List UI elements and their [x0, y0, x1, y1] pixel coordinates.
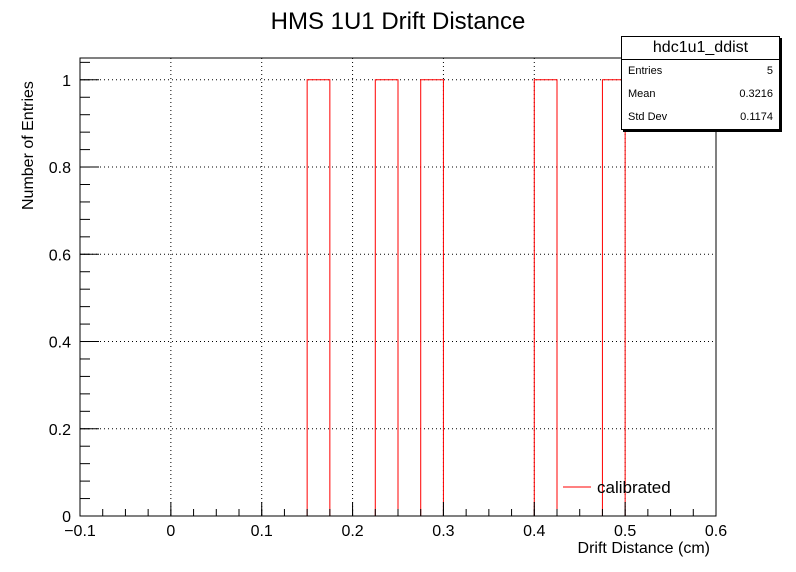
y-tick-label: 0 — [62, 509, 71, 526]
stats-value: 0.3216 — [739, 88, 773, 100]
histogram-bar — [306, 79, 331, 516]
stats-label: Mean — [628, 88, 656, 100]
y-tick-label: 0.4 — [49, 335, 71, 352]
y-tick-label: 0.8 — [49, 160, 71, 177]
stats-label: Std Dev — [628, 111, 668, 123]
y-axis-label: Number of Entries — [20, 81, 37, 210]
histogram-bar — [533, 79, 558, 516]
x-tick-label: 0.4 — [523, 523, 545, 540]
legend-label: calibrated — [597, 478, 671, 497]
legend: calibrated — [563, 478, 671, 497]
x-tick-label: 0.6 — [705, 523, 727, 540]
histogram-bars — [306, 79, 626, 516]
y-tick-label: 1 — [62, 73, 71, 90]
stats-row-mean: Mean 0.3216 — [622, 83, 779, 106]
chart-title: HMS 1U1 Drift Distance — [271, 8, 526, 35]
x-tick-label: 0.3 — [432, 523, 454, 540]
x-tick-label: 0.1 — [251, 523, 273, 540]
x-tick-label: −0.1 — [64, 523, 96, 540]
stats-value: 5 — [766, 65, 773, 77]
stats-row-entries: Entries 5 — [622, 60, 779, 83]
stats-label: Entries — [628, 65, 663, 77]
stats-row-std-dev: Std Dev 0.1174 — [622, 106, 779, 129]
stats-value: 0.1174 — [740, 111, 773, 123]
y-tick-label: 0.2 — [49, 422, 71, 439]
histogram-bar — [420, 79, 444, 516]
axis-ticks — [79, 61, 717, 517]
x-tick-label: 0 — [166, 523, 175, 540]
histogram-bar — [374, 79, 399, 516]
histogram-bar — [601, 79, 626, 516]
x-axis-label: Drift Distance (cm) — [578, 540, 710, 557]
x-tick-label: 0.2 — [341, 523, 363, 540]
stats-box: hdc1u1_ddist Entries 5 Mean 0.3216 Std D… — [621, 36, 780, 130]
stats-box-title: hdc1u1_ddist — [622, 37, 779, 60]
y-tick-label: 0.6 — [49, 247, 71, 264]
x-tick-label: 0.5 — [614, 523, 636, 540]
y-tick-labels: 0 0.2 0.4 0.6 0.8 1 — [49, 73, 71, 526]
x-tick-labels: −0.1 0 0.1 0.2 0.3 0.4 0.5 0.6 — [64, 523, 727, 540]
